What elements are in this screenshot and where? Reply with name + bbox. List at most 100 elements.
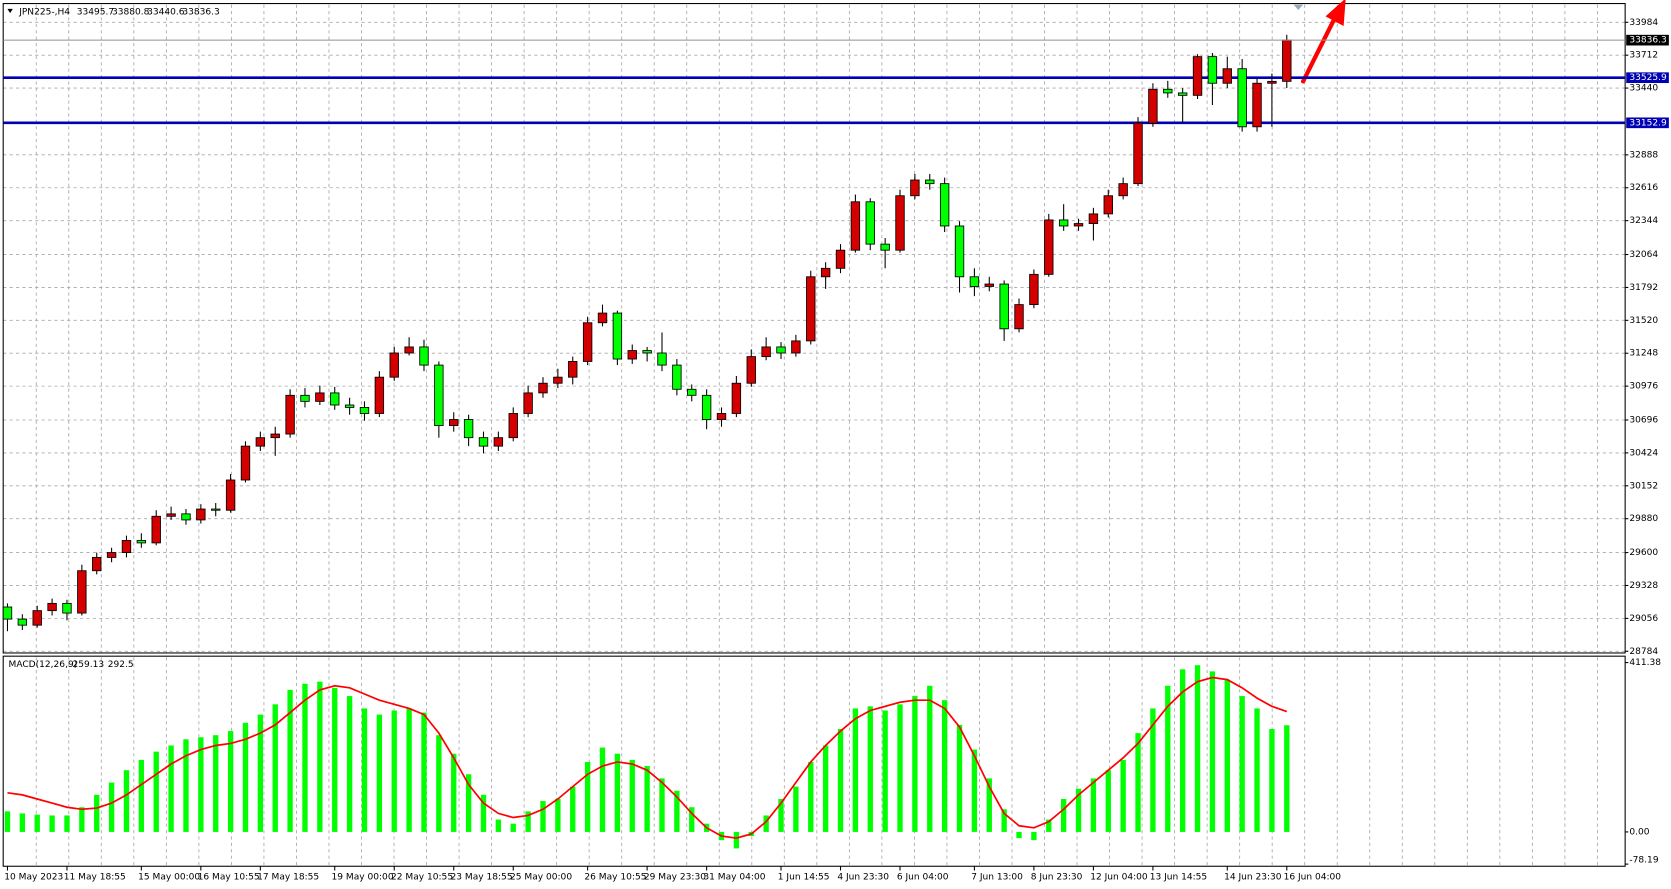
x-tick-label: 4 Jun 23:30 xyxy=(837,872,889,882)
macd-bar xyxy=(629,759,635,832)
macd-bar xyxy=(510,823,516,832)
macd-bar xyxy=(778,798,784,832)
symbol-menu[interactable] xyxy=(7,8,13,14)
candle-body xyxy=(954,225,965,278)
macd-bar xyxy=(1105,770,1111,832)
x-tick-label: 25 May 00:00 xyxy=(510,872,572,882)
macd-bar xyxy=(912,696,918,832)
candle-body xyxy=(1252,82,1262,128)
macd-bar xyxy=(867,706,873,832)
candle-body xyxy=(910,179,920,197)
y-tick-label: 31792 xyxy=(1629,283,1658,293)
candle-body xyxy=(1163,88,1173,94)
macd-bar xyxy=(1150,708,1156,832)
candle-body xyxy=(880,243,890,251)
candle-body xyxy=(344,404,355,408)
x-tick-label: 16 May 10:55 xyxy=(198,872,260,882)
y-tick-label: 0.00 xyxy=(1629,827,1649,837)
macd-bar xyxy=(793,786,799,832)
x-tick-label: 23 May 18:55 xyxy=(451,872,513,882)
x-tick-label: 26 May 10:55 xyxy=(584,872,646,882)
macd-bar xyxy=(1060,798,1067,832)
candle-body xyxy=(240,445,251,481)
candle-body xyxy=(77,570,87,614)
macd-bar xyxy=(1239,696,1245,832)
candle-body xyxy=(1058,219,1069,227)
candle-body xyxy=(672,364,682,390)
level-label: 33152.9 xyxy=(1629,118,1667,128)
y-tick-label: 30424 xyxy=(1629,448,1658,458)
candle-body xyxy=(687,388,697,396)
grid xyxy=(3,4,1626,866)
macd-bar xyxy=(555,798,561,832)
x-tick-label: 16 Jun 04:00 xyxy=(1284,872,1342,882)
y-tick-label: 30696 xyxy=(1629,416,1658,426)
candle-body xyxy=(1267,80,1277,84)
candle-body xyxy=(939,183,950,227)
macd-bar xyxy=(689,807,695,832)
macd-bar xyxy=(927,685,933,832)
candle-body xyxy=(449,419,459,426)
candle-body xyxy=(136,540,147,544)
macd-bar xyxy=(257,714,264,832)
macd-bar xyxy=(495,819,502,832)
x-tick-label: 12 Jun 04:00 xyxy=(1090,872,1148,882)
macd-bar xyxy=(19,813,26,832)
candle-body xyxy=(1192,56,1203,96)
macd-bar xyxy=(213,735,219,832)
candle-body xyxy=(255,437,266,447)
macd-bar xyxy=(733,831,740,849)
macd-bar xyxy=(361,708,368,832)
macd-bar xyxy=(1031,831,1037,841)
y-tick-label: -78.19 xyxy=(1629,855,1658,865)
candle-body xyxy=(285,394,295,435)
level-label-box xyxy=(1626,72,1669,84)
x-tick-label: 1 Jun 14:55 xyxy=(778,872,830,882)
candle-body xyxy=(716,413,727,420)
macd-bar xyxy=(599,747,606,832)
candle-body xyxy=(270,433,280,439)
macd-bar xyxy=(1269,729,1275,832)
candle-body xyxy=(434,364,444,426)
macd-bar xyxy=(1224,679,1230,832)
candle-body xyxy=(404,346,414,354)
candle-body xyxy=(1148,88,1158,124)
candle-body xyxy=(895,195,905,251)
candle-body xyxy=(225,479,236,511)
macd-bar xyxy=(183,739,189,832)
candle-body xyxy=(2,606,13,620)
macd-bar xyxy=(1090,778,1097,832)
candle-body xyxy=(47,602,57,612)
macd-bar xyxy=(34,814,40,832)
y-tick-label: 31248 xyxy=(1629,349,1658,359)
candle-body xyxy=(493,437,504,447)
candle-body xyxy=(806,276,816,342)
candle-body xyxy=(389,352,399,378)
macd-bar xyxy=(837,729,844,832)
macd-bar xyxy=(94,794,100,832)
candle-body xyxy=(731,382,742,414)
header-low: 33440.6 xyxy=(147,8,185,18)
macd-bar xyxy=(302,683,308,832)
candle-body xyxy=(701,394,712,420)
candle-body xyxy=(925,179,935,185)
macd-bar xyxy=(406,708,412,832)
candle-body xyxy=(330,392,340,406)
candle-body xyxy=(419,346,429,366)
macd-bar xyxy=(376,714,383,832)
candle-body xyxy=(315,392,325,402)
candle-body xyxy=(1237,68,1247,128)
candle-body xyxy=(1103,195,1113,215)
candle-body xyxy=(969,276,980,287)
macd-bar xyxy=(540,801,546,832)
macd-bar xyxy=(123,770,130,832)
candle-body xyxy=(106,552,117,558)
candle-body xyxy=(538,382,548,394)
candle-body xyxy=(746,356,756,384)
candle-body xyxy=(92,556,102,572)
macd-name: MACD(12,26,9) xyxy=(9,660,78,670)
x-tick-label: 11 May 18:55 xyxy=(64,872,126,882)
macd-bar xyxy=(525,811,531,832)
macd-bar xyxy=(1209,671,1216,832)
